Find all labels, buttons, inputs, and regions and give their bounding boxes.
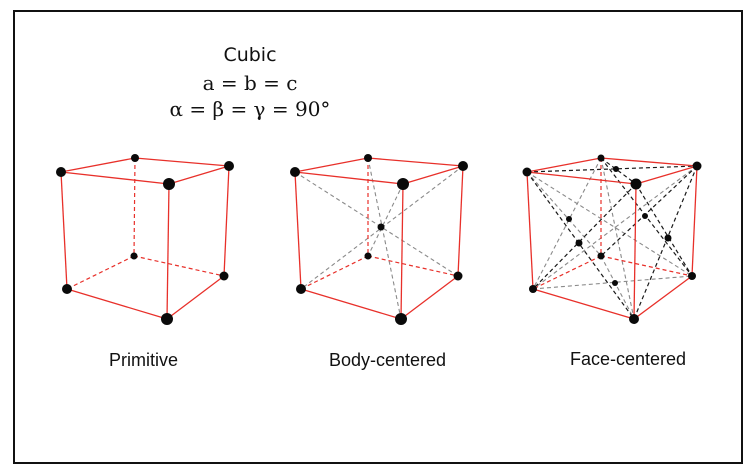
corner-atom [395,313,407,325]
cube-edge [400,275,459,320]
body-centered-label: Body-centered [329,350,447,370]
figure-frame [13,10,743,464]
cube-edge [60,171,170,185]
face-diagonal [532,183,637,290]
face-diagonal [600,157,635,320]
face-center-atom [613,166,619,172]
cube-edge [532,288,635,320]
primitive-label: Primitive [109,350,179,370]
lattice-length-equation: a = b = c [202,71,298,95]
body-diagonal [367,183,404,257]
face-center-atom [566,216,572,222]
face-diagonal [600,165,698,257]
face-diagonal [526,171,635,320]
corner-atom [163,178,175,190]
cube-edge [294,157,369,173]
body-centered-cube [290,154,468,325]
cube-edge [633,275,693,320]
cube-edge [168,165,230,185]
corner-atom [397,178,409,190]
corner-atom [629,314,639,324]
cube-edge [60,171,68,290]
corner-atom [692,161,702,171]
corner-atom [364,154,372,162]
cube-edge [635,165,698,185]
cube-edge [166,275,225,320]
cube-edge [691,165,698,277]
face-diagonal [526,171,602,257]
cube-edge [134,157,230,167]
corner-atom [296,284,306,294]
cube-edge [600,157,698,167]
face-diagonal [600,157,637,185]
hidden-edge [600,255,693,277]
corner-atom [630,178,642,190]
cube-edge [526,171,637,185]
face-center-atom [664,234,672,242]
corner-atom [131,154,139,162]
body-diagonal [294,171,459,277]
hidden-edge [133,255,225,277]
cube-edge [526,157,602,173]
cube-edge [60,157,136,173]
face-centered-label: Face-centered [570,349,687,369]
cube-edge [526,171,534,290]
body-diagonal [367,157,402,320]
corner-atom [130,252,138,260]
cube-edge [223,165,230,277]
hidden-edge [133,157,136,257]
face-diagonal [532,165,698,290]
face-diagonal [600,255,635,320]
corner-atom [597,154,605,162]
corner-atom [453,271,463,281]
cube-edge [166,183,170,320]
cube-edge [633,183,637,320]
corner-atom [688,272,696,280]
corner-atom [597,252,605,260]
cube-edge [300,288,402,320]
corner-atom [364,252,372,260]
face-diagonal [635,183,693,277]
face-diagonal [526,165,698,173]
cube-edge [294,171,302,290]
cube-edge [294,171,404,185]
face-center-atom [612,280,618,286]
cube-edge [400,183,404,320]
corner-atom [224,161,234,171]
cube-edge [367,157,464,167]
face-diagonal [526,171,693,277]
corner-atom [56,167,66,177]
corner-atom [161,313,173,325]
crystal-system-title: Cubic [223,44,277,66]
face-diagonal [600,157,693,277]
cube-edge [457,165,464,277]
corner-atom [62,284,72,294]
cube-edge [66,288,168,320]
corner-atom [290,167,300,177]
face-diagonal [532,157,602,290]
primitive-cube [56,154,234,325]
hidden-edge [367,255,459,277]
lattice-angle-equation: α = β = γ = 90° [169,97,331,121]
face-centered-cube [522,154,702,324]
corner-atom [219,271,229,281]
cube-edge [402,165,464,185]
corner-atom [522,167,532,177]
face-center-atom [642,213,648,219]
body-center-atom [377,223,385,231]
hidden-edge [532,255,602,290]
hidden-edge [66,255,135,290]
corner-atom [529,285,537,293]
corner-atom [458,161,468,171]
hidden-edge [300,255,369,290]
face-center-atom [575,239,583,247]
